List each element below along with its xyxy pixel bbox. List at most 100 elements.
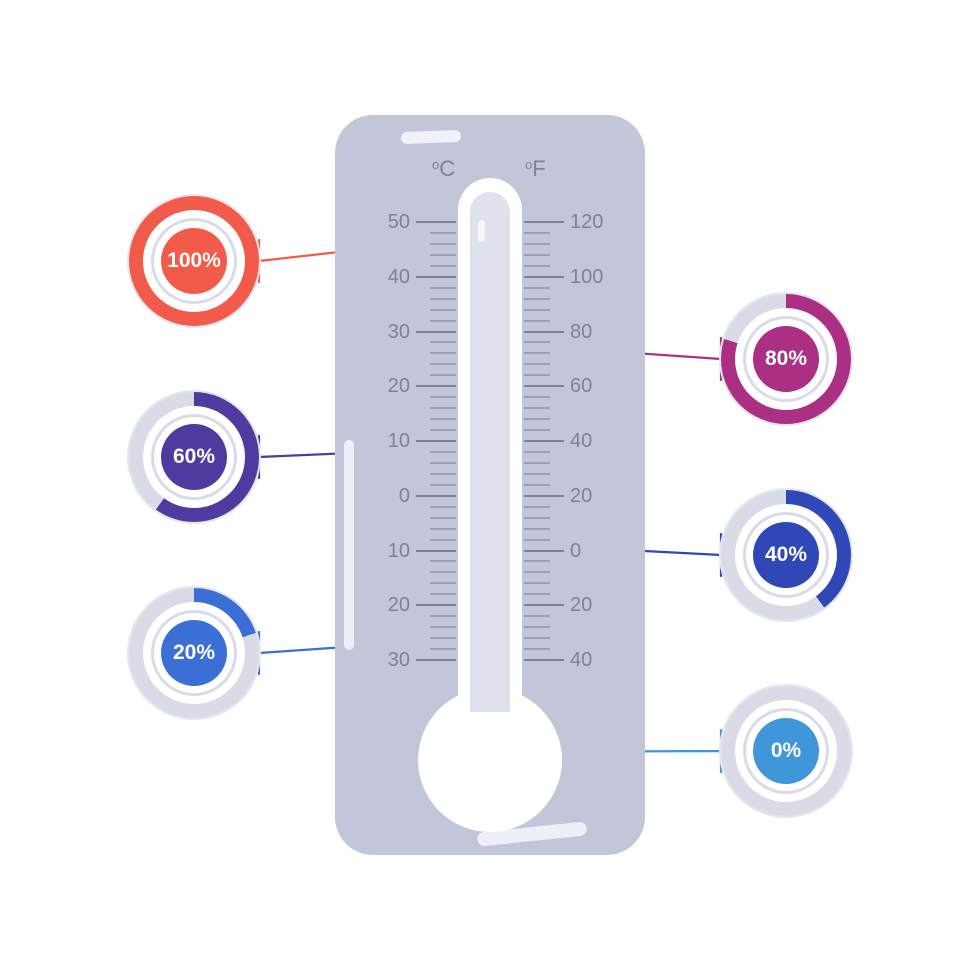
tick-minor	[430, 243, 456, 245]
tick-minor	[524, 429, 550, 431]
tick-minor	[524, 637, 550, 639]
badge-core: 20%	[161, 620, 227, 686]
tick-minor	[524, 309, 550, 311]
thermometer-bulb	[428, 698, 552, 822]
tick-minor	[524, 462, 550, 464]
tick-minor	[430, 265, 456, 267]
tick-label: 50	[370, 211, 410, 234]
tick-minor	[524, 571, 550, 573]
tick-major	[416, 331, 456, 333]
tick-minor	[430, 232, 456, 234]
tick-minor	[524, 539, 550, 541]
tick-label: 20	[370, 375, 410, 398]
tick-minor	[430, 418, 456, 420]
percent-badge-60: 60%	[129, 392, 259, 522]
tick-minor	[524, 243, 550, 245]
tick-label: 0	[370, 485, 410, 508]
tick-major	[524, 550, 564, 552]
tick-label: 30	[370, 321, 410, 344]
tick-major	[524, 331, 564, 333]
badge-core: 80%	[753, 326, 819, 392]
tick-minor	[430, 593, 456, 595]
tick-minor	[524, 232, 550, 234]
tick-label: 10	[370, 430, 410, 453]
badge-label: 40%	[765, 543, 807, 567]
tick-minor	[524, 396, 550, 398]
badge-label: 100%	[167, 249, 221, 273]
tick-minor	[524, 593, 550, 595]
tick-major	[416, 276, 456, 278]
tick-minor	[430, 571, 456, 573]
tick-minor	[524, 451, 550, 453]
tick-minor	[524, 374, 550, 376]
tick-label: 100	[570, 266, 616, 289]
tick-minor	[524, 648, 550, 650]
tick-minor	[430, 374, 456, 376]
tick-minor	[524, 582, 550, 584]
tick-minor	[430, 484, 456, 486]
tick-minor	[430, 320, 456, 322]
tick-minor	[430, 352, 456, 354]
tick-label: 40	[370, 266, 410, 289]
tick-major	[416, 440, 456, 442]
tick-minor	[524, 626, 550, 628]
tick-minor	[524, 528, 550, 530]
liquid-highlight	[478, 220, 485, 242]
tick-minor	[430, 287, 456, 289]
tick-minor	[430, 626, 456, 628]
infographic-stage: oC oF 50403020100102030 1201008060402002…	[0, 0, 980, 980]
tick-minor	[430, 341, 456, 343]
tick-major	[524, 659, 564, 661]
percent-badge-100: 100%	[129, 196, 259, 326]
degree-symbol: o	[432, 157, 439, 172]
badge-label: 80%	[765, 347, 807, 371]
tick-label: 10	[370, 540, 410, 563]
tick-major	[524, 495, 564, 497]
badge-label: 60%	[173, 445, 215, 469]
tick-major	[416, 495, 456, 497]
tick-minor	[524, 320, 550, 322]
badge-core: 60%	[161, 424, 227, 490]
tick-label: 20	[370, 594, 410, 617]
tick-minor	[430, 462, 456, 464]
tick-minor	[430, 298, 456, 300]
tick-label: 40	[570, 649, 616, 672]
tick-label: 20	[570, 594, 616, 617]
badge-label: 0%	[771, 739, 801, 763]
tick-minor	[524, 506, 550, 508]
tick-minor	[524, 615, 550, 617]
tick-minor	[524, 341, 550, 343]
tick-minor	[430, 506, 456, 508]
tick-minor	[430, 396, 456, 398]
fahrenheit-letter: F	[532, 156, 545, 181]
badge-core: 0%	[753, 718, 819, 784]
tick-minor	[430, 560, 456, 562]
tick-minor	[524, 418, 550, 420]
tick-label: 20	[570, 485, 616, 508]
tick-major	[416, 659, 456, 661]
tick-minor	[524, 363, 550, 365]
tick-minor	[430, 539, 456, 541]
tick-minor	[524, 484, 550, 486]
tick-label: 60	[570, 375, 616, 398]
tick-minor	[524, 560, 550, 562]
tick-minor	[430, 363, 456, 365]
fahrenheit-unit-label: oF	[525, 156, 546, 182]
plate-highlight-top	[401, 130, 461, 144]
tick-minor	[430, 648, 456, 650]
tick-minor	[524, 254, 550, 256]
percent-badge-0: 0%	[721, 686, 851, 816]
tick-minor	[524, 298, 550, 300]
tick-minor	[524, 473, 550, 475]
celsius-letter: C	[439, 156, 455, 181]
tick-minor	[430, 309, 456, 311]
badge-core: 40%	[753, 522, 819, 588]
badge-label: 20%	[173, 641, 215, 665]
tick-minor	[524, 352, 550, 354]
tick-minor	[430, 528, 456, 530]
tick-major	[524, 604, 564, 606]
tick-minor	[430, 473, 456, 475]
thermometer-liquid	[472, 215, 508, 725]
tick-major	[524, 440, 564, 442]
tick-minor	[430, 254, 456, 256]
